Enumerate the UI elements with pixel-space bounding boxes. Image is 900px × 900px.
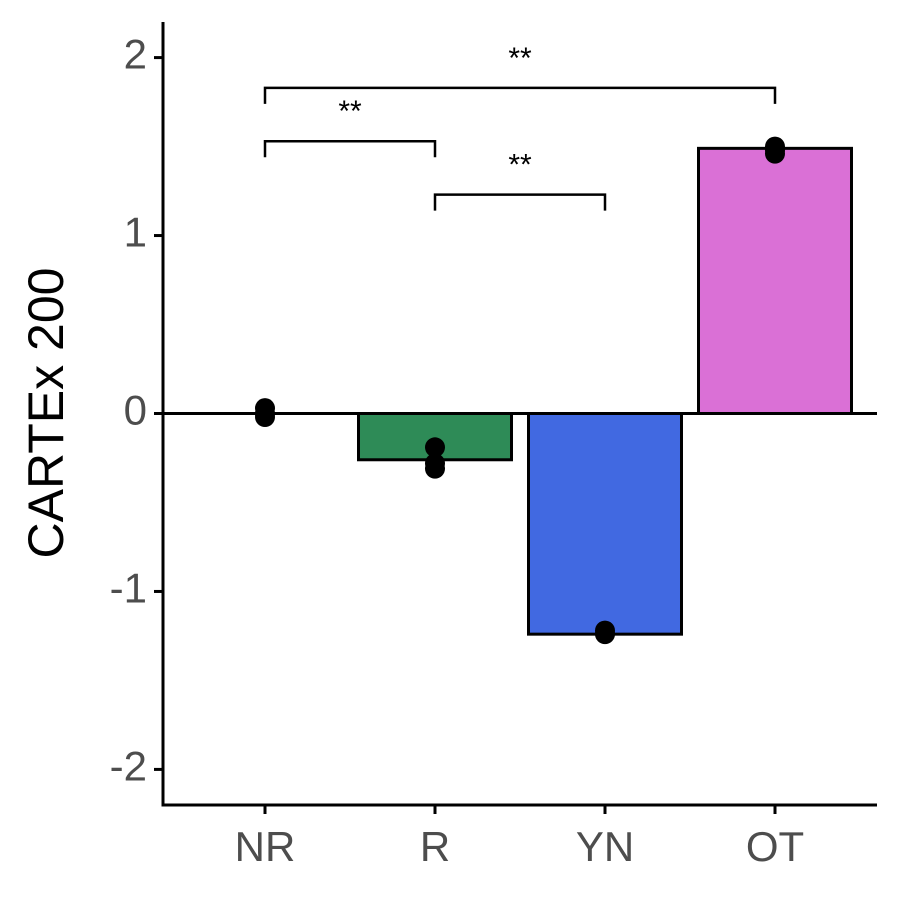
y-tick-label: 2 <box>124 31 147 78</box>
significance-bracket <box>433 193 607 211</box>
y-axis-label: CARTEx 200 <box>18 268 74 559</box>
data-point <box>425 437 445 458</box>
significance-label: ** <box>508 149 532 182</box>
x-tick-label: OT <box>746 823 804 870</box>
data-point <box>255 407 275 428</box>
significance-bracket <box>263 86 777 104</box>
y-tick-label: -2 <box>110 743 147 790</box>
data-point <box>595 624 615 645</box>
bar <box>527 412 683 636</box>
x-tick-label: NR <box>235 823 296 870</box>
significance-bracket <box>263 139 437 158</box>
data-point <box>765 136 785 157</box>
y-tick-label: -1 <box>110 565 147 612</box>
y-tick-label: 1 <box>124 209 147 256</box>
x-tick-label: R <box>420 823 450 870</box>
x-tick-label: YN <box>576 823 634 870</box>
bar <box>697 146 853 416</box>
y-tick-label: 0 <box>124 387 147 434</box>
significance-label: ** <box>338 95 362 128</box>
significance-label: ** <box>508 42 532 75</box>
data-point <box>425 458 445 479</box>
